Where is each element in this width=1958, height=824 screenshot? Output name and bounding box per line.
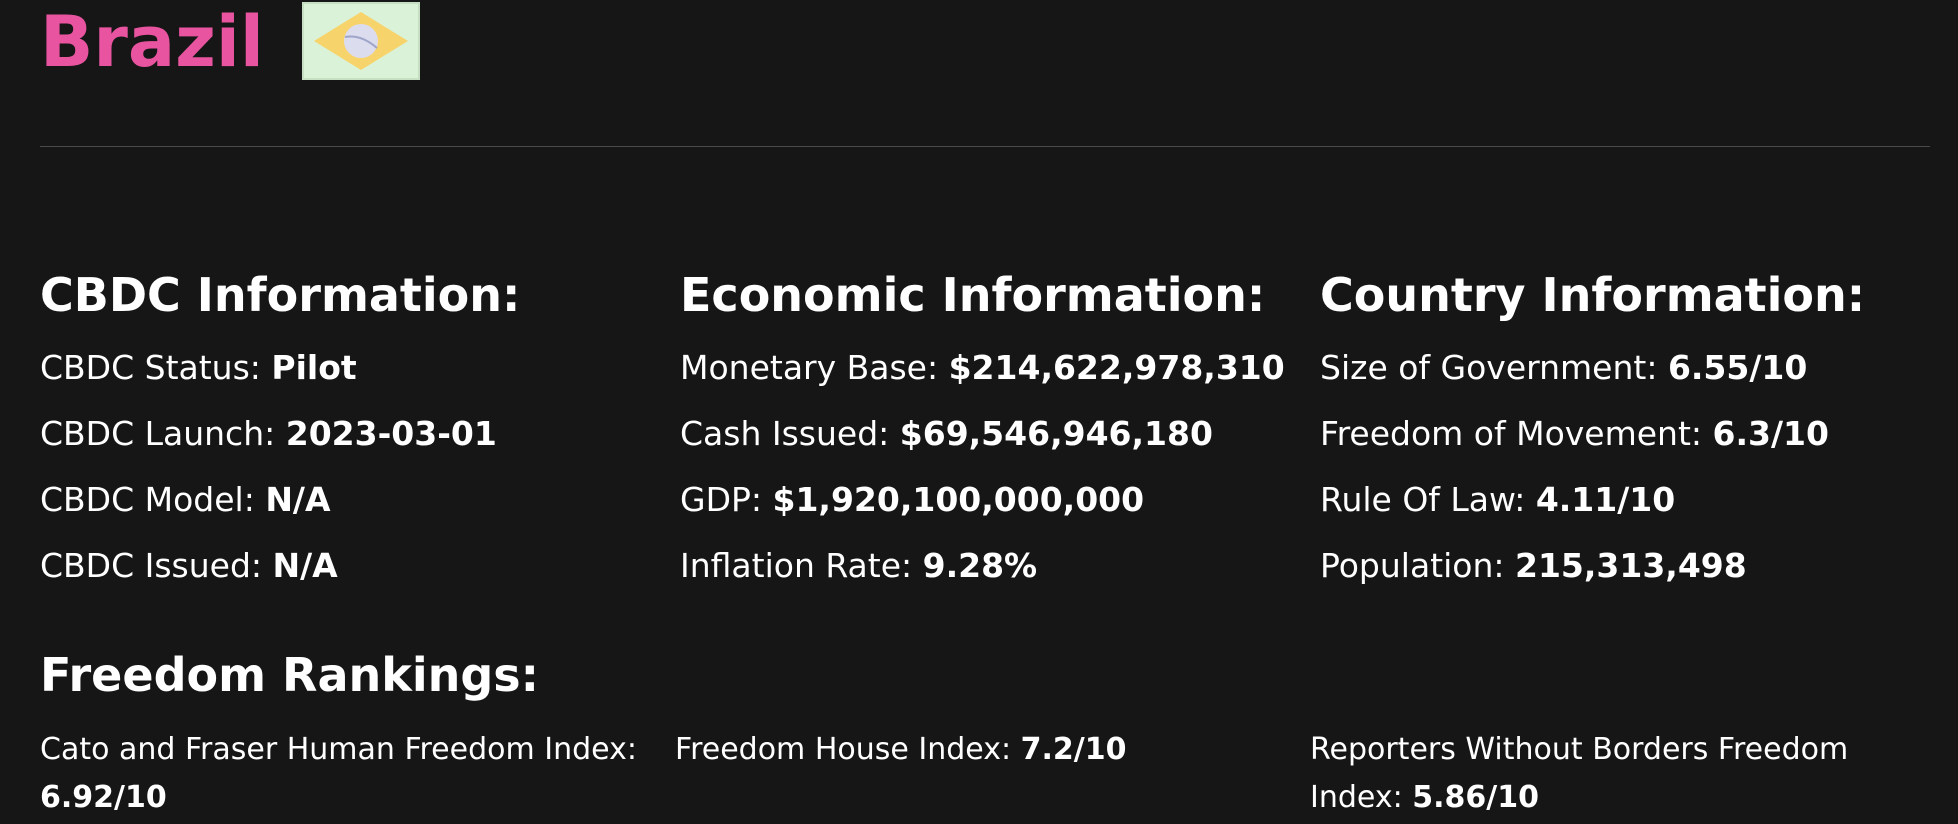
country-title: Brazil bbox=[40, 1, 264, 83]
freedom-rankings-title: Freedom Rankings: bbox=[40, 648, 540, 702]
economic-section-title: Economic Information: bbox=[680, 268, 1266, 322]
monetary-base-row: Monetary Base: $214,622,978,310 bbox=[680, 348, 1285, 387]
cbdc-status-row: CBDC Status: Pilot bbox=[40, 348, 357, 387]
freedom-of-movement-row: Freedom of Movement: 6.3/10 bbox=[1320, 414, 1829, 453]
size-of-government-row: Size of Government: 6.55/10 bbox=[1320, 348, 1808, 387]
brazil-flag-icon bbox=[301, 2, 420, 80]
cbdc-launch-row: CBDC Launch: 2023-03-01 bbox=[40, 414, 497, 453]
rule-of-law-row: Rule Of Law: 4.11/10 bbox=[1320, 480, 1676, 519]
country-section-title: Country Information: bbox=[1320, 268, 1866, 322]
gdp-row: GDP: $1,920,100,000,000 bbox=[680, 480, 1145, 519]
cbdc-model-row: CBDC Model: N/A bbox=[40, 480, 331, 519]
cato-fraser-index: Cato and Fraser Human Freedom Index: 6.9… bbox=[40, 732, 637, 815]
inflation-rate-row: Inflation Rate: 9.28% bbox=[680, 546, 1038, 585]
cbdc-section-title: CBDC Information: bbox=[40, 268, 521, 322]
reporters-without-borders-index: Reporters Without Borders Freedom Index:… bbox=[1310, 732, 1849, 815]
freedom-house-index: Freedom House Index: 7.2/10 bbox=[675, 732, 1127, 767]
country-header: Brazil bbox=[40, 0, 420, 90]
cash-issued-row: Cash Issued: $69,546,946,180 bbox=[680, 414, 1213, 453]
population-row: Population: 215,313,498 bbox=[1320, 546, 1747, 585]
header-divider bbox=[40, 146, 1930, 147]
cbdc-issued-row: CBDC Issued: N/A bbox=[40, 546, 338, 585]
